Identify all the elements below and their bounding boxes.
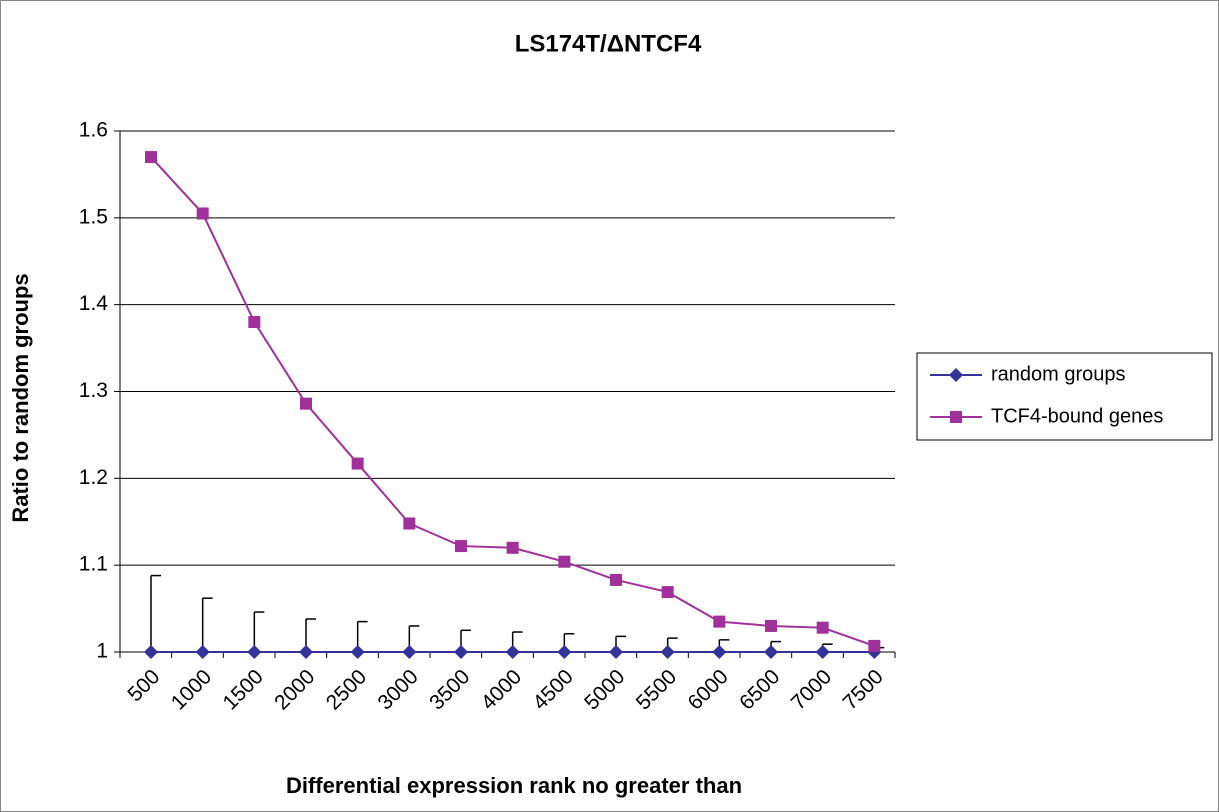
legend-text: random groups	[991, 363, 1126, 385]
marker	[145, 151, 157, 164]
marker	[661, 586, 674, 599]
marker	[454, 645, 468, 659]
chart-title: LS174T/ΔNTCF4	[515, 30, 702, 57]
marker	[765, 619, 777, 632]
marker	[950, 411, 962, 423]
marker	[144, 645, 158, 659]
marker	[247, 645, 262, 659]
x-axis-label: Differential expression rank no greater …	[286, 773, 742, 798]
marker	[455, 540, 467, 553]
marker	[558, 555, 571, 568]
marker	[351, 457, 364, 470]
marker	[815, 645, 830, 659]
marker	[557, 645, 572, 659]
marker	[712, 645, 727, 659]
marker	[248, 316, 261, 329]
marker	[816, 621, 829, 634]
y-tick-label: 1.2	[79, 466, 108, 489]
marker	[350, 645, 365, 659]
marker	[660, 645, 675, 659]
legend-text: TCF4-bound genes	[991, 405, 1163, 427]
y-tick-label: 1	[96, 640, 108, 663]
y-tick-label: 1.6	[79, 119, 108, 142]
marker	[610, 573, 622, 586]
marker	[402, 645, 417, 659]
marker	[505, 645, 520, 659]
marker	[196, 207, 209, 220]
y-tick-label: 1.4	[79, 292, 109, 315]
marker	[609, 645, 623, 659]
marker	[300, 397, 312, 410]
y-tick-label: 1.3	[79, 379, 108, 402]
marker	[949, 368, 963, 382]
marker	[868, 639, 881, 652]
y-tick-label: 1.5	[79, 205, 108, 228]
marker	[195, 645, 210, 659]
legend-box	[916, 352, 1213, 441]
y-axis-label: Ratio to random groups	[8, 273, 33, 522]
marker	[764, 645, 778, 659]
marker	[713, 615, 726, 628]
y-tick-label: 1.1	[79, 553, 108, 576]
marker	[506, 541, 519, 554]
marker	[299, 645, 313, 659]
marker	[403, 517, 416, 530]
